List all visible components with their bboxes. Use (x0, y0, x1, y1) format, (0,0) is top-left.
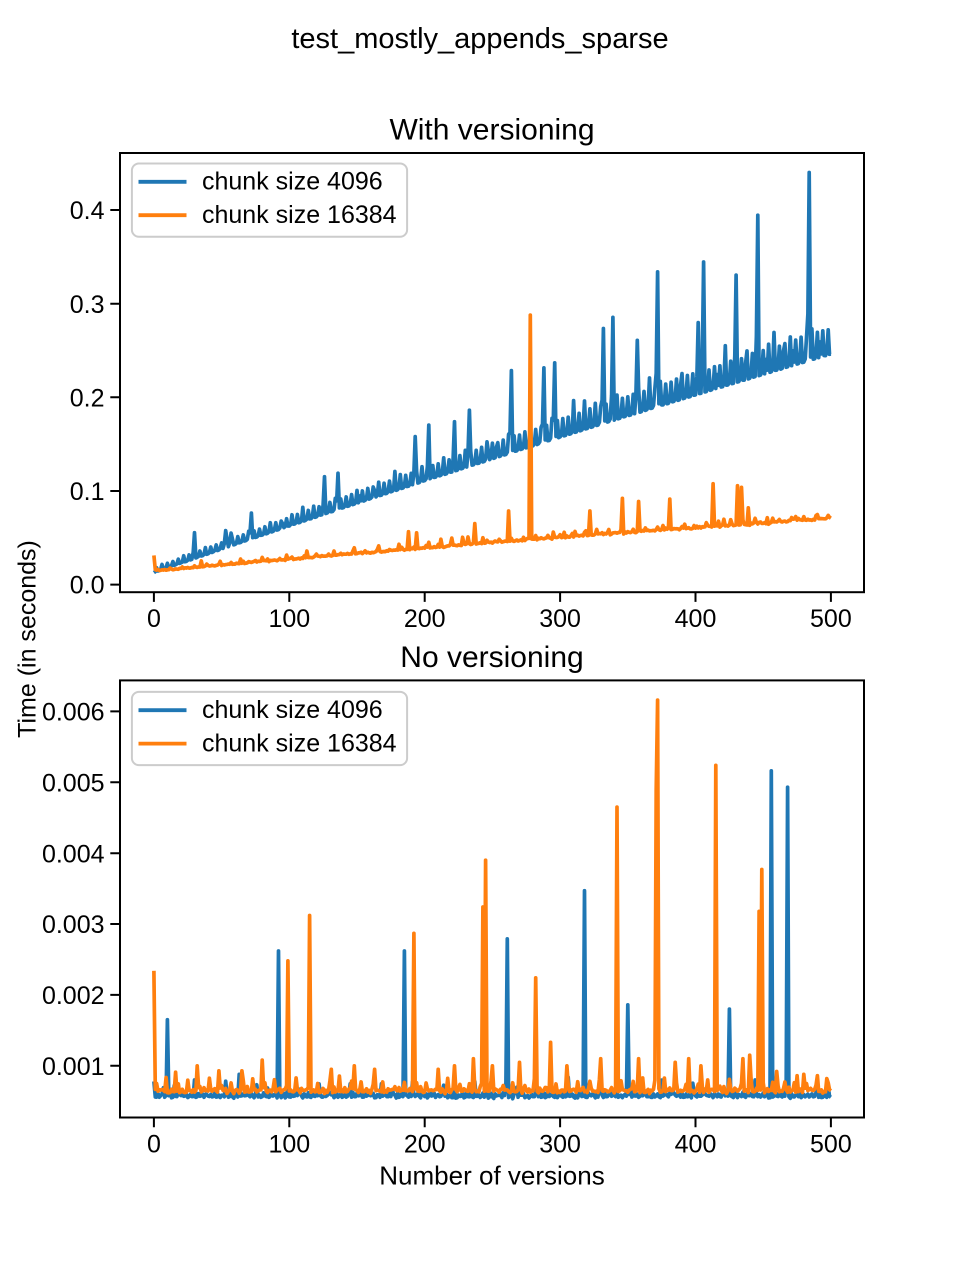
svg-text:500: 500 (810, 605, 852, 633)
svg-text:0.002: 0.002 (42, 982, 105, 1010)
svg-text:0.004: 0.004 (42, 840, 105, 868)
svg-text:300: 300 (539, 605, 581, 633)
svg-text:0.006: 0.006 (42, 699, 105, 727)
svg-text:chunk size 4096: chunk size 4096 (202, 168, 383, 196)
svg-text:0.003: 0.003 (42, 911, 105, 939)
svg-text:Number of versions: Number of versions (379, 1161, 604, 1191)
svg-text:0.1: 0.1 (70, 478, 105, 506)
svg-text:0.0: 0.0 (70, 572, 105, 600)
svg-text:0.005: 0.005 (42, 769, 105, 797)
svg-text:0: 0 (147, 1131, 161, 1159)
svg-text:0.3: 0.3 (70, 291, 105, 319)
svg-text:0.001: 0.001 (42, 1053, 105, 1081)
svg-text:100: 100 (268, 605, 310, 633)
svg-text:400: 400 (675, 605, 717, 633)
svg-text:With versioning: With versioning (389, 113, 594, 146)
svg-text:0.4: 0.4 (70, 197, 105, 225)
svg-text:chunk size 16384: chunk size 16384 (202, 729, 397, 757)
svg-text:No versioning: No versioning (400, 641, 583, 674)
svg-text:400: 400 (675, 1131, 717, 1159)
svg-text:500: 500 (810, 1131, 852, 1159)
svg-text:chunk size 4096: chunk size 4096 (202, 696, 383, 724)
svg-text:test_mostly_appends_sparse: test_mostly_appends_sparse (291, 23, 668, 55)
svg-text:300: 300 (539, 1131, 581, 1159)
svg-text:chunk size 16384: chunk size 16384 (202, 201, 397, 229)
svg-text:200: 200 (404, 1131, 446, 1159)
svg-text:Time (in seconds): Time (in seconds) (14, 540, 42, 738)
svg-text:0: 0 (147, 605, 161, 633)
svg-text:200: 200 (404, 605, 446, 633)
svg-text:100: 100 (268, 1131, 310, 1159)
svg-text:0.2: 0.2 (70, 384, 105, 412)
